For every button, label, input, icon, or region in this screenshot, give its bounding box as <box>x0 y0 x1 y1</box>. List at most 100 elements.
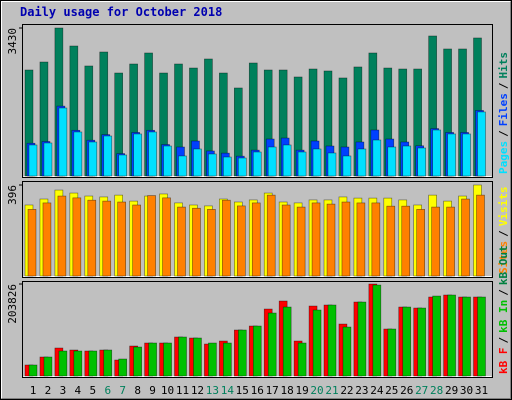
legend: Sites / Visits <box>497 187 510 275</box>
bar <box>281 204 291 277</box>
bar <box>371 202 381 277</box>
bar <box>372 284 382 377</box>
bar <box>87 199 97 277</box>
bar <box>267 146 277 177</box>
y-tick-label: 203826 <box>6 284 19 324</box>
bar <box>133 346 142 377</box>
legend-entry: kB In <box>497 300 510 333</box>
bar <box>417 307 427 377</box>
x-tick-label: 8 <box>134 384 141 397</box>
bar <box>431 206 440 277</box>
bar <box>58 107 68 177</box>
bar <box>88 141 98 177</box>
bar <box>462 296 471 377</box>
bar <box>73 131 83 177</box>
legend-entry: Visits <box>497 187 510 227</box>
bar <box>462 133 471 177</box>
bar <box>476 194 485 277</box>
bar <box>163 342 172 377</box>
x-tick-label: 17 <box>266 384 279 397</box>
legend-entry: Hits <box>497 52 510 79</box>
x-tick-label: 13 <box>206 384 219 397</box>
bar <box>238 157 247 177</box>
x-tick-label: 21 <box>325 384 338 397</box>
legend-separator: / <box>497 230 510 237</box>
bar <box>177 206 186 277</box>
bar <box>178 336 187 377</box>
x-tick-label: 10 <box>161 384 174 397</box>
x-tick-label: 7 <box>119 384 126 397</box>
bar <box>477 296 486 377</box>
bar <box>416 209 426 277</box>
bar <box>401 205 411 277</box>
bar <box>326 203 336 277</box>
bar <box>297 342 307 377</box>
legend-entry: kB F <box>497 348 510 375</box>
legend-entry: Sites <box>497 241 510 274</box>
x-tick-label: 24 <box>370 384 384 397</box>
legend: Pages / Files / Hits <box>497 52 510 174</box>
bar <box>57 195 67 277</box>
bar <box>387 146 397 177</box>
x-tick-label: 31 <box>475 384 488 397</box>
bar <box>58 350 68 377</box>
bar <box>193 337 202 377</box>
bar <box>117 201 126 277</box>
x-tick-label: 16 <box>251 384 264 397</box>
x-tick-label: 30 <box>460 384 473 397</box>
legend-entry: Files <box>497 93 510 126</box>
legend-separator: / <box>497 82 510 89</box>
bar <box>103 135 113 177</box>
bar <box>386 205 396 277</box>
x-tick-label: 29 <box>445 384 458 397</box>
bar <box>43 356 53 377</box>
bar <box>162 197 171 277</box>
x-tick-label: 20 <box>310 384 323 397</box>
legend-entry: Pages <box>497 141 510 174</box>
bar <box>447 294 456 377</box>
bar <box>72 197 82 277</box>
x-tick-label: 15 <box>236 384 249 397</box>
bar <box>327 152 337 177</box>
x-tick-label: 12 <box>191 384 204 397</box>
bar <box>28 144 38 177</box>
bar <box>222 199 231 277</box>
bar <box>148 342 157 377</box>
bar <box>387 328 397 377</box>
bar <box>402 306 412 377</box>
x-tick-label: 5 <box>89 384 96 397</box>
legend-entry: kB Out <box>497 245 510 285</box>
bar <box>88 350 98 377</box>
bar <box>461 198 470 277</box>
x-tick-label: 22 <box>340 384 353 397</box>
bar <box>312 148 322 177</box>
bar <box>432 295 441 377</box>
bar <box>148 131 157 177</box>
bar <box>102 200 112 277</box>
bar <box>357 148 367 177</box>
bar <box>163 145 172 177</box>
x-tick-label: 9 <box>149 384 156 397</box>
x-tick-label: 18 <box>281 384 294 397</box>
bar <box>133 133 142 177</box>
legend-separator: / <box>497 289 510 296</box>
bar <box>103 349 113 377</box>
bar <box>296 206 306 277</box>
bar <box>28 364 38 377</box>
bar <box>282 144 292 177</box>
bar <box>223 156 232 177</box>
bar <box>327 304 337 377</box>
bar <box>402 145 412 177</box>
x-tick-label: 6 <box>104 384 111 397</box>
bar <box>118 358 127 377</box>
bar <box>432 129 441 177</box>
bar <box>252 151 262 177</box>
bar <box>297 151 307 177</box>
x-tick-label: 28 <box>430 384 443 397</box>
x-tick-label: 2 <box>45 384 52 397</box>
bar <box>447 133 456 177</box>
bar <box>342 155 352 177</box>
